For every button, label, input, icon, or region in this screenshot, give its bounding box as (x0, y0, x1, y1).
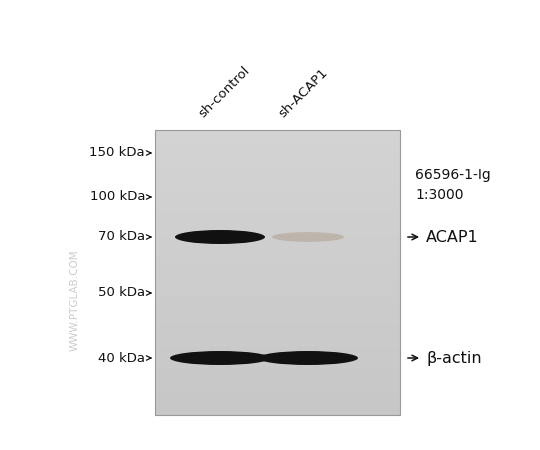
Text: sh-ACAP1: sh-ACAP1 (276, 66, 330, 120)
Text: 100 kDa: 100 kDa (90, 190, 145, 203)
Text: 66596-1-Ig
1:3000: 66596-1-Ig 1:3000 (415, 168, 491, 202)
Ellipse shape (170, 351, 270, 365)
Text: 150 kDa: 150 kDa (90, 147, 145, 159)
Bar (155, 130, 400, 415)
Text: 50 kDa: 50 kDa (98, 287, 145, 300)
Ellipse shape (258, 351, 358, 365)
Text: 40 kDa: 40 kDa (98, 351, 145, 364)
Text: WWW.PTGLAB.COM: WWW.PTGLAB.COM (70, 249, 80, 351)
Text: 70 kDa: 70 kDa (98, 230, 145, 243)
Ellipse shape (272, 232, 344, 242)
Ellipse shape (175, 230, 265, 244)
Text: sh-control: sh-control (196, 64, 252, 120)
Text: ACAP1: ACAP1 (426, 230, 479, 244)
Text: β-actin: β-actin (426, 351, 482, 365)
